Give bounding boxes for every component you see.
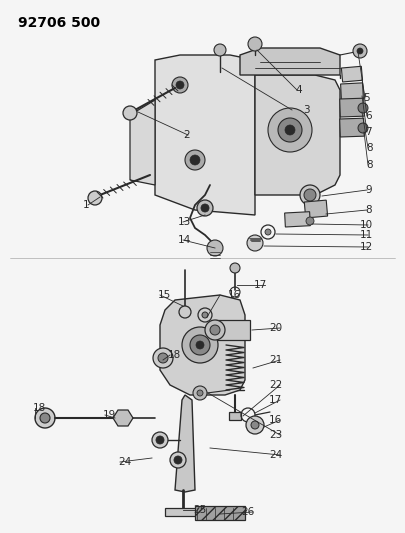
Circle shape [152,432,168,448]
Text: 21: 21 [269,355,282,365]
Text: 17: 17 [269,395,282,405]
Text: 24: 24 [269,450,282,460]
Text: 8: 8 [367,160,373,170]
Text: 11: 11 [360,230,373,240]
Polygon shape [240,48,340,75]
Circle shape [190,155,200,165]
Text: 2: 2 [183,130,190,140]
Text: 12: 12 [360,242,373,252]
Polygon shape [285,212,310,227]
Circle shape [353,44,367,58]
Text: 17: 17 [254,280,267,290]
Text: 25: 25 [193,505,206,515]
Circle shape [170,452,186,468]
Circle shape [201,204,209,212]
Polygon shape [255,75,340,195]
Circle shape [205,320,225,340]
Circle shape [247,235,263,251]
Circle shape [197,390,203,396]
Circle shape [193,386,207,400]
Text: 9: 9 [365,185,372,195]
Text: 16: 16 [269,415,282,425]
Circle shape [179,306,191,318]
Text: 18: 18 [168,350,181,360]
Polygon shape [195,506,245,520]
Text: 1: 1 [83,200,90,210]
Text: 8: 8 [367,143,373,153]
Polygon shape [130,100,155,185]
Circle shape [88,191,102,205]
Text: 3: 3 [303,105,310,115]
Polygon shape [113,410,133,426]
Text: 26: 26 [242,507,255,517]
Circle shape [285,125,295,135]
Circle shape [357,48,363,54]
Polygon shape [341,83,363,100]
Text: 19: 19 [103,410,116,420]
Circle shape [246,416,264,434]
Polygon shape [160,295,245,395]
Circle shape [35,408,55,428]
Text: 13: 13 [178,217,191,227]
Polygon shape [165,508,205,516]
Polygon shape [155,55,255,215]
Circle shape [202,312,208,318]
Text: 4: 4 [295,85,302,95]
Circle shape [230,263,240,273]
Text: 24: 24 [118,457,131,467]
Text: 16: 16 [228,290,241,300]
Circle shape [210,325,220,335]
Circle shape [358,123,368,133]
Text: 15: 15 [158,290,171,300]
Polygon shape [340,118,364,137]
Polygon shape [340,98,364,117]
Text: 22: 22 [269,380,282,390]
Text: 5: 5 [363,93,370,103]
Text: 7: 7 [365,127,372,137]
Circle shape [300,185,320,205]
Circle shape [248,37,262,51]
Text: 20: 20 [269,323,282,333]
Circle shape [176,81,184,89]
Circle shape [123,106,137,120]
Circle shape [197,200,213,216]
Text: 18: 18 [33,403,46,413]
Circle shape [40,413,50,423]
Circle shape [268,108,312,152]
Circle shape [207,240,223,256]
Polygon shape [341,66,362,82]
Circle shape [358,103,368,113]
Circle shape [304,189,316,201]
Circle shape [196,341,204,349]
Circle shape [278,118,302,142]
Text: 6: 6 [365,111,372,121]
Circle shape [190,335,210,355]
Circle shape [265,229,271,235]
Circle shape [158,353,168,363]
Text: 92706 500: 92706 500 [18,16,100,30]
Text: 23: 23 [269,430,282,440]
Circle shape [214,44,226,56]
Circle shape [174,456,182,464]
Text: 10: 10 [360,220,373,230]
Polygon shape [304,200,328,218]
Circle shape [182,327,218,363]
Polygon shape [215,320,250,340]
Polygon shape [175,395,195,492]
Circle shape [156,436,164,444]
Circle shape [185,150,205,170]
Circle shape [306,217,314,225]
Text: 8: 8 [365,205,372,215]
Polygon shape [229,412,241,420]
Circle shape [251,421,259,429]
Circle shape [153,348,173,368]
Circle shape [172,77,188,93]
Text: 14: 14 [178,235,191,245]
